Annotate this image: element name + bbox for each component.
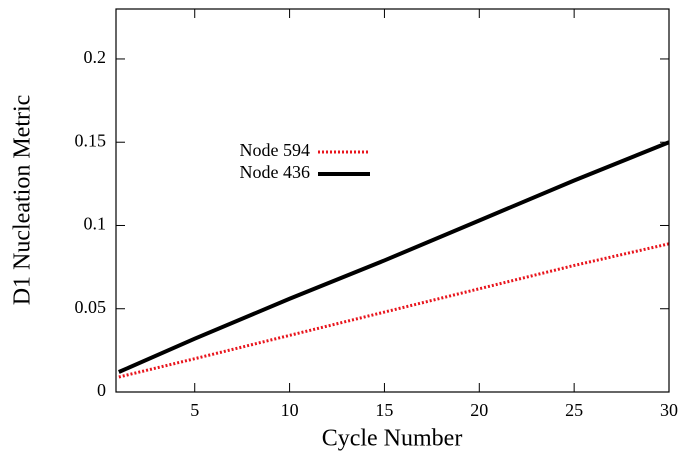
legend-label: Node 594 [240,140,311,160]
y-tick-label: 0.05 [75,297,107,317]
x-tick-label: 10 [281,400,299,420]
x-tick-label: 25 [565,400,583,420]
plot-frame [115,8,670,393]
y-tick-label: 0.15 [75,130,107,150]
y-tick-label: 0 [97,380,106,400]
x-tick-label: 20 [470,400,488,420]
y-tick-label: 0.2 [84,47,107,67]
legend-label: Node 436 [240,162,311,182]
y-axis-title: D1 Nucleation Metric [10,95,36,306]
x-tick-label: 5 [190,400,199,420]
x-tick-label: 15 [375,400,393,420]
x-tick-label: 30 [660,400,678,420]
series-line [118,242,670,379]
series-line [118,140,670,374]
y-tick-label: 0.1 [84,214,107,234]
x-axis-title: Cycle Number [322,426,463,452]
